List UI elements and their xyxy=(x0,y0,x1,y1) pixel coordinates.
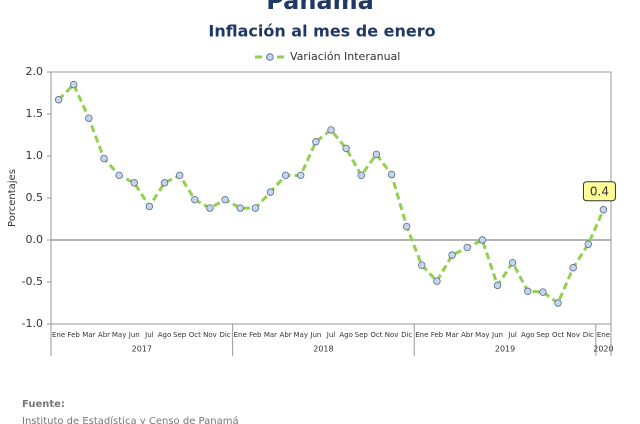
data-point xyxy=(100,154,108,163)
data-point xyxy=(85,114,93,122)
y-tick-label: -0.5 xyxy=(22,275,43,288)
data-point xyxy=(463,243,471,252)
data-line xyxy=(57,82,605,306)
x-tick-label: Ago xyxy=(521,331,535,339)
data-point xyxy=(221,195,229,204)
x-tick-label: Abr xyxy=(280,331,292,339)
x-tick-label: Abr xyxy=(98,331,110,339)
year-label: 2019 xyxy=(495,345,515,354)
legend-marker xyxy=(266,53,274,61)
x-tick-label: Oct xyxy=(552,331,564,339)
x-tick-label: Ene xyxy=(415,331,428,339)
x-tick-label: Feb xyxy=(67,331,80,339)
x-tick-label: May xyxy=(293,331,307,339)
data-point xyxy=(584,240,592,248)
data-point xyxy=(115,171,123,180)
x-tick-label: Jun xyxy=(491,331,503,339)
data-point xyxy=(206,204,214,212)
year-label: 2017 xyxy=(132,345,152,354)
x-tick-label: Feb xyxy=(249,331,262,339)
y-tick-label: 2.0 xyxy=(26,65,44,78)
x-tick-label: Ago xyxy=(339,331,353,339)
data-label-box xyxy=(582,181,616,202)
chart-subtitle: Inflación al mes de enero xyxy=(208,22,435,41)
year-label: 2020 xyxy=(593,345,613,354)
data-point xyxy=(175,171,184,180)
data-point xyxy=(281,171,290,180)
data-point xyxy=(236,204,244,212)
data-point xyxy=(478,236,487,244)
data-point xyxy=(402,222,411,231)
data-point xyxy=(372,150,381,159)
data-point xyxy=(297,171,305,180)
x-tick-label: May xyxy=(112,331,126,339)
x-tick-label: Abr xyxy=(461,331,473,339)
x-tick-label: Oct xyxy=(189,331,201,339)
y-tick-label: 1.0 xyxy=(26,149,44,162)
x-tick-label: Mar xyxy=(82,331,95,339)
data-label: 0.4 xyxy=(590,184,609,198)
x-tick-label: Jul xyxy=(507,331,517,339)
x-tick-label: Sep xyxy=(355,331,369,339)
data-point xyxy=(387,170,396,179)
data-point xyxy=(554,299,562,307)
x-tick-label: Mar xyxy=(264,331,277,339)
x-tick-label: Jun xyxy=(309,331,321,339)
data-point xyxy=(130,179,138,187)
x-tick-label: Sep xyxy=(536,331,550,339)
year-label: 2018 xyxy=(313,345,333,354)
y-tick-label: 0.0 xyxy=(26,233,44,246)
x-tick-label: Oct xyxy=(370,331,382,339)
x-tick-label: Jul xyxy=(144,331,154,339)
data-point xyxy=(508,258,517,267)
data-point xyxy=(251,204,260,212)
x-tick-label: Nov xyxy=(203,331,217,339)
y-axis-label: Porcentajes xyxy=(7,169,18,227)
data-point xyxy=(327,126,335,134)
data-point xyxy=(524,287,532,295)
x-tick-label: May xyxy=(475,331,489,339)
data-point xyxy=(160,179,169,187)
data-point xyxy=(54,96,63,104)
footer-label: Fuente: xyxy=(22,399,65,410)
x-tick-label: Jul xyxy=(326,331,336,339)
y-tick-label: 0.5 xyxy=(26,191,44,204)
data-point xyxy=(433,277,441,285)
x-tick-label: Nov xyxy=(385,331,399,339)
data-point xyxy=(493,281,502,290)
x-tick-label: Ene xyxy=(597,331,610,339)
plot-frame xyxy=(50,71,612,325)
x-tick-label: Feb xyxy=(431,331,444,339)
x-tick-label: Dic xyxy=(219,331,230,339)
data-point xyxy=(312,138,320,146)
data-point xyxy=(266,188,275,196)
x-tick-label: Mar xyxy=(445,331,458,339)
data-point xyxy=(448,251,456,259)
x-tick-label: Ago xyxy=(158,331,172,339)
data-point xyxy=(145,202,154,211)
x-tick-label: Dic xyxy=(401,331,412,339)
x-tick-label: Jun xyxy=(128,331,140,339)
data-point xyxy=(357,171,365,180)
data-point xyxy=(539,288,547,296)
footer-source: Instituto de Estadística y Censo de Pana… xyxy=(22,415,239,424)
x-tick-label: Sep xyxy=(173,331,187,339)
data-point xyxy=(599,206,608,214)
x-tick-label: Ene xyxy=(234,331,247,339)
chart-title: Panamá xyxy=(266,0,374,15)
data-point xyxy=(342,144,350,153)
legend-label: Variación Interanual xyxy=(290,50,400,63)
y-tick-label: 1.5 xyxy=(26,107,44,120)
x-tick-label: Dic xyxy=(583,331,594,339)
data-point xyxy=(70,80,78,89)
y-tick-label: -1.0 xyxy=(22,317,43,330)
data-point xyxy=(191,195,199,204)
x-tick-label: Nov xyxy=(566,331,580,339)
x-tick-label: Ene xyxy=(52,331,65,339)
data-point xyxy=(569,264,577,272)
data-point xyxy=(418,261,426,269)
